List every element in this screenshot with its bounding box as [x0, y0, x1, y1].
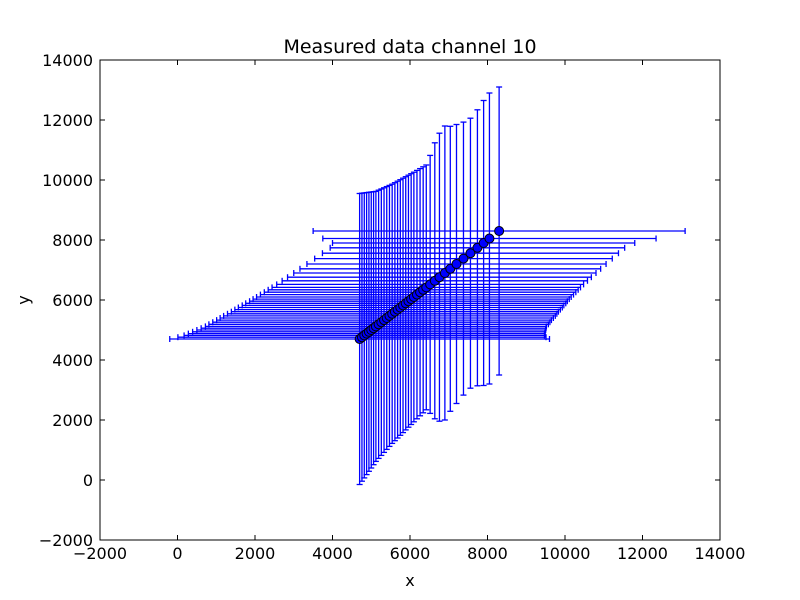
chart-title: Measured data channel 10 — [283, 36, 536, 58]
x-axis-label: x — [405, 571, 414, 590]
x-tick-label: 8000 — [467, 544, 508, 563]
x-tick-label: 14000 — [695, 544, 746, 563]
y-tick-label: 14000 — [42, 51, 93, 70]
y-tick-label: −2000 — [39, 531, 93, 550]
y-ticks: −2000 0 2000 4000 6000 8000 10000 12000 14000 — [39, 51, 720, 550]
data-point — [451, 259, 462, 269]
y-tick-label: 4000 — [52, 351, 93, 370]
x-tick-label: 4000 — [312, 544, 353, 563]
x-ticks: −2000 0 2000 4000 6000 8000 10000 12000 14000 — [73, 60, 746, 563]
x-tick-label: 0 — [172, 544, 182, 563]
data-point — [494, 226, 505, 236]
x-tick-label: 6000 — [390, 544, 431, 563]
x-tick-label: 10000 — [540, 544, 591, 563]
x-tick-label: 12000 — [617, 544, 668, 563]
y-axis-label: y — [14, 295, 33, 304]
data-point — [458, 253, 469, 264]
y-tick-label: 2000 — [52, 411, 93, 430]
marker-group — [354, 226, 505, 344]
x-tick-label: 2000 — [235, 544, 276, 563]
data-point — [484, 233, 495, 244]
x-tick-label: −2000 — [73, 544, 127, 563]
y-tick-label: 10000 — [42, 171, 93, 190]
y-tick-label: 12000 — [42, 111, 93, 130]
data-point — [465, 248, 476, 259]
y-tick-label: 8000 — [52, 231, 93, 250]
y-tick-label: 0 — [83, 471, 93, 490]
y-tick-label: 6000 — [52, 291, 93, 310]
